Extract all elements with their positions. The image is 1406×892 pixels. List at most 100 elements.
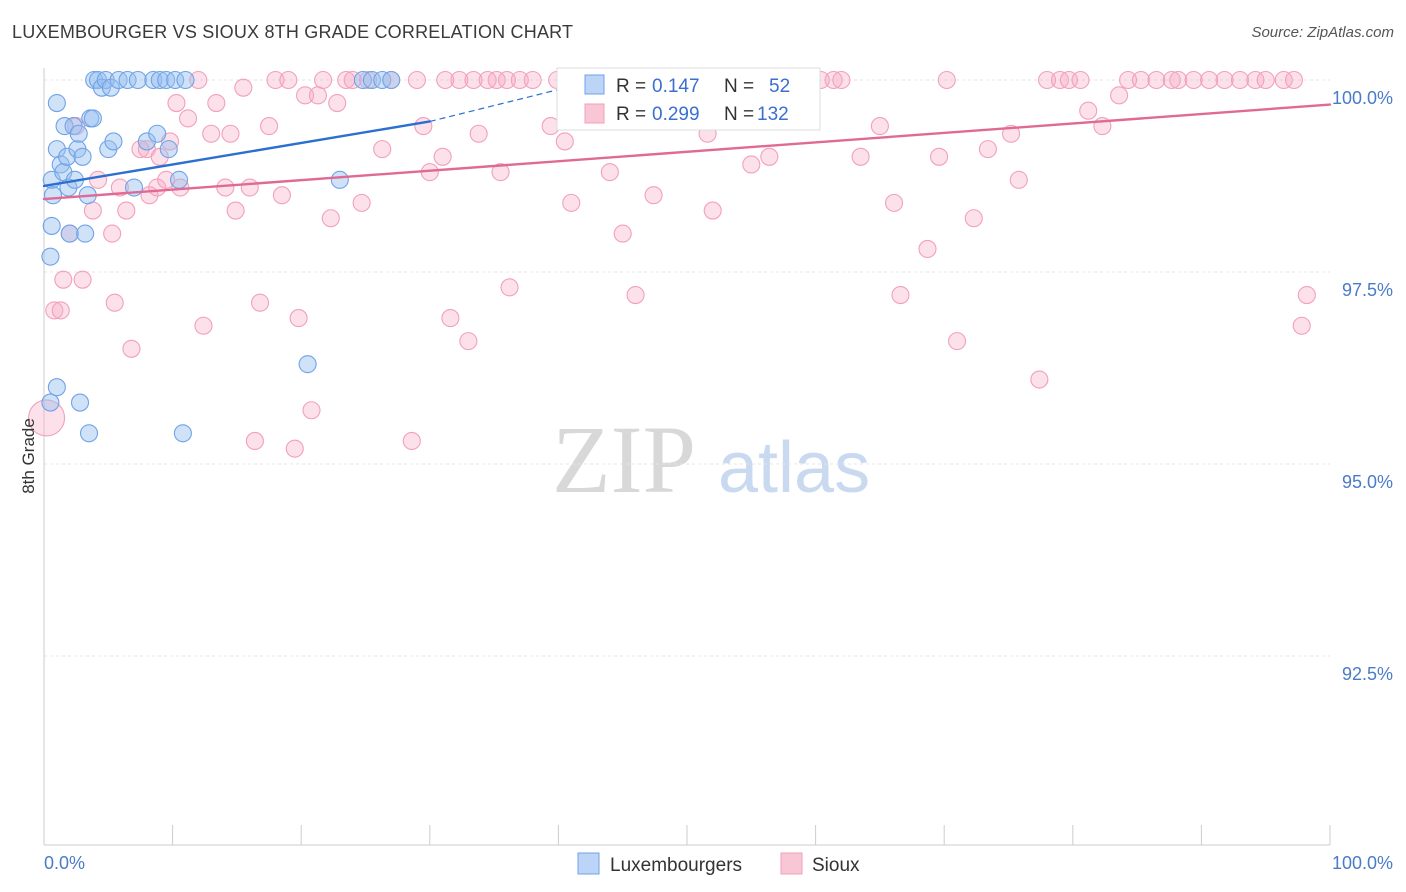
- sioux-point-102: [978, 140, 997, 159]
- sioux-point-58: [441, 309, 460, 328]
- luxembourgers-point-49: [362, 70, 381, 90]
- luxembourgers-point-40: [176, 70, 195, 90]
- luxembourgers-point-27: [104, 132, 123, 151]
- sioux-point-62: [469, 124, 488, 143]
- luxembourgers-point-43: [70, 393, 90, 412]
- sioux-point-40: [289, 309, 308, 328]
- sioux-point-36: [266, 70, 285, 90]
- bottom-legend-label-sioux[interactable]: Sioux: [812, 855, 860, 876]
- sioux-point-127: [1297, 285, 1316, 305]
- luxembourgers-point-46: [298, 355, 317, 374]
- sioux-point-117: [1169, 70, 1188, 90]
- watermark-zip: ZIP: [552, 406, 696, 513]
- legend-r-label-1: R =: [616, 76, 646, 97]
- bottom-legend-swatch-sioux[interactable]: [780, 852, 803, 875]
- luxembourgers-point-51: [382, 70, 401, 90]
- luxembourgers-point-15: [69, 124, 88, 143]
- sioux-point-3: [54, 270, 73, 289]
- sioux-point-32: [240, 178, 259, 197]
- luxembourgers-point-0: [41, 247, 60, 266]
- sioux-point-115: [1147, 70, 1166, 90]
- bottom-legend-swatch-luxembourgers[interactable]: [577, 852, 600, 875]
- source-label: Source: ZipAtlas.com: [1251, 24, 1394, 41]
- luxembourgers-trend-line: [42, 120, 431, 188]
- legend-r-value-sioux: 0.299: [652, 104, 700, 125]
- legend-n-label-1: N =: [724, 76, 754, 97]
- bottom-legend-label-luxembourgers[interactable]: Luxembourgers: [610, 855, 742, 876]
- sioux-point-121: [1230, 70, 1250, 90]
- luxembourgers-point-5: [47, 140, 66, 159]
- sioux-point-41: [296, 86, 315, 105]
- sioux-point-72: [562, 193, 581, 212]
- sioux-point-104: [1009, 170, 1028, 189]
- luxembourgers-point-32: [137, 132, 156, 151]
- x-tick-label-min: 0.0%: [44, 853, 85, 873]
- sioux-point-29: [221, 124, 240, 143]
- sioux-point-89: [760, 147, 779, 166]
- grid-lines: [44, 79, 1330, 657]
- luxembourgers-point-44: [79, 424, 99, 443]
- sioux-point-10: [105, 293, 124, 312]
- sioux-point-116: [1162, 70, 1181, 90]
- sioux-point-118: [1184, 70, 1203, 90]
- sioux-point-33: [245, 431, 264, 451]
- sioux-point-74: [600, 163, 619, 182]
- sioux-point-23: [178, 109, 198, 128]
- sioux-point-55: [414, 117, 433, 136]
- sioux-point-48: [343, 70, 362, 90]
- sioux-point-71: [555, 132, 574, 151]
- sioux-point-39: [285, 439, 304, 458]
- sioux-point-128: [433, 147, 452, 166]
- axes: 100.0% 97.5% 95.0% 92.5%: [43, 68, 1393, 846]
- sioux-point-34: [250, 293, 270, 312]
- sioux-point-95: [870, 117, 889, 136]
- sioux-point-21: [167, 93, 186, 113]
- sioux-point-53: [402, 431, 421, 451]
- luxembourgers-point-16: [73, 147, 92, 166]
- sioux-point-11: [110, 178, 129, 197]
- legend-n-value-luxembourgers: 52: [769, 76, 790, 97]
- sioux-point-65: [491, 163, 510, 182]
- sioux-point-1: [45, 301, 64, 320]
- luxembourgers-point-17: [76, 224, 95, 243]
- luxembourgers-point-35: [150, 70, 169, 90]
- legend-r-value-luxembourgers: 0.147: [652, 76, 700, 97]
- sioux-point-119: [1200, 70, 1219, 90]
- y-tick-label-2: 95.0%: [1342, 472, 1393, 492]
- sioux-point-54: [407, 70, 426, 90]
- sioux-point-27: [207, 93, 226, 113]
- luxembourgers-point-9: [58, 147, 77, 166]
- luxembourgers-point-34: [148, 124, 167, 143]
- sioux-point-2: [51, 301, 70, 320]
- sioux-point-130: [703, 201, 722, 220]
- stats-legend: R = 0.147 N = 52 R = 0.299 N = 132: [556, 67, 821, 131]
- luxembourgers-point-3: [43, 186, 63, 205]
- luxembourgers-point-42: [47, 378, 66, 397]
- sioux-point-38: [279, 70, 298, 90]
- sioux-point-94: [851, 147, 870, 166]
- sioux-point-105: [1030, 370, 1049, 389]
- luxembourgers-point-26: [101, 78, 120, 97]
- sioux-point-14: [131, 140, 150, 159]
- sioux-point-92: [824, 70, 843, 90]
- x-tick-label-max: 100.0%: [1332, 853, 1393, 873]
- sioux-point-109: [1071, 70, 1090, 90]
- legend-swatch-sioux: [584, 103, 605, 124]
- luxembourgers-point-11: [60, 224, 79, 243]
- sioux-point-12: [117, 201, 136, 220]
- sioux-point-66: [497, 70, 517, 90]
- legend-swatch-luxembourgers: [584, 74, 605, 95]
- y-axis-title: 8th Grade: [19, 418, 38, 494]
- sioux-point-59: [450, 70, 469, 90]
- luxembourgers-point-4: [47, 93, 66, 113]
- sioux-point-19: [157, 170, 176, 189]
- legend-n-value-sioux: 132: [757, 104, 789, 125]
- luxembourgers-point-41: [41, 393, 60, 412]
- sioux-point-68: [523, 70, 542, 90]
- sioux-point-35: [259, 117, 279, 136]
- sioux-point-87: [742, 155, 761, 174]
- sioux-point-50: [359, 70, 378, 90]
- sioux-point-64: [487, 70, 506, 90]
- luxembourgers-point-31: [128, 70, 147, 90]
- sioux-trend-line: [42, 103, 1332, 201]
